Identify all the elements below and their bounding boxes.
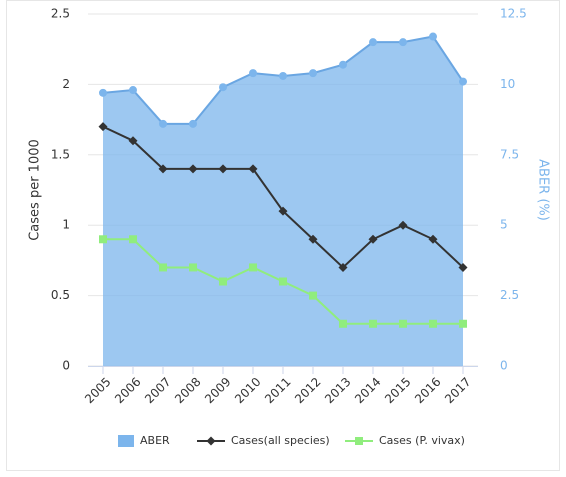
x-tick-label: 2005	[82, 375, 113, 406]
point	[249, 69, 257, 78]
point	[129, 235, 137, 244]
point	[309, 69, 317, 78]
y-axis-label: Cases per 1000	[28, 139, 43, 241]
y-tick-label: 2	[62, 77, 70, 91]
point	[189, 119, 197, 128]
x-tick-label: 2016	[412, 375, 443, 406]
point	[399, 38, 407, 47]
point	[309, 291, 317, 300]
point	[279, 71, 287, 80]
point	[399, 319, 407, 328]
y-tick-label: 1	[62, 218, 70, 232]
x-tick-label: 2012	[292, 375, 323, 406]
y2-tick-label: 0	[500, 359, 508, 373]
point	[458, 262, 468, 272]
point	[459, 77, 467, 86]
point	[339, 319, 347, 328]
point	[98, 122, 108, 132]
y2-axis-label: ABER (%)	[536, 159, 551, 221]
y-tick-label: 2.5	[51, 7, 70, 21]
legend-label: Cases (P. vivax)	[379, 434, 465, 447]
y2-tick-label: 10	[500, 77, 515, 91]
x-tick-label: 2011	[262, 375, 293, 406]
point	[99, 235, 107, 244]
x-tick-label: 2009	[202, 375, 233, 406]
point	[308, 234, 318, 244]
legend-label: ABER	[140, 434, 170, 447]
point	[278, 206, 288, 216]
x-tick-label: 2007	[142, 375, 173, 406]
y2-tick-label: 7.5	[500, 147, 519, 161]
point	[429, 319, 437, 328]
point	[219, 83, 227, 92]
x-tick-label: 2017	[442, 375, 473, 406]
point	[339, 60, 347, 69]
y-tick-label: 0	[62, 359, 70, 373]
point	[188, 164, 198, 174]
point	[369, 38, 377, 47]
point	[219, 277, 227, 286]
point	[218, 164, 228, 174]
area	[103, 36, 463, 366]
point	[128, 136, 138, 146]
legend-label: Cases(all species)	[231, 434, 330, 447]
point	[159, 263, 167, 272]
point	[189, 263, 197, 272]
point	[338, 262, 348, 272]
point	[428, 234, 438, 244]
chart-frame	[6, 0, 560, 471]
point	[248, 164, 258, 174]
y2-tick-label: 5	[500, 218, 508, 232]
y-tick-label: 0.5	[51, 288, 70, 302]
point	[279, 277, 287, 286]
x-tick-label: 2015	[382, 375, 413, 406]
y2-tick-label: 2.5	[500, 288, 519, 302]
x-tick-label: 2014	[352, 375, 383, 406]
point	[398, 220, 408, 230]
point	[159, 119, 167, 128]
point	[99, 88, 107, 97]
point	[368, 234, 378, 244]
point	[429, 32, 437, 41]
x-tick-label: 2006	[112, 375, 143, 406]
y-tick-label: 1.5	[51, 147, 70, 161]
point	[129, 86, 137, 95]
y2-tick-label: 12.5	[500, 7, 527, 21]
x-tick-label: 2010	[232, 375, 263, 406]
point	[369, 319, 377, 328]
x-tick-label: 2008	[172, 375, 203, 406]
point	[249, 263, 257, 272]
legend-marker	[206, 436, 216, 446]
legend-swatch	[118, 435, 134, 447]
point	[459, 319, 467, 328]
x-tick-label: 2013	[322, 375, 353, 406]
point	[158, 164, 168, 174]
legend-marker	[355, 437, 363, 445]
